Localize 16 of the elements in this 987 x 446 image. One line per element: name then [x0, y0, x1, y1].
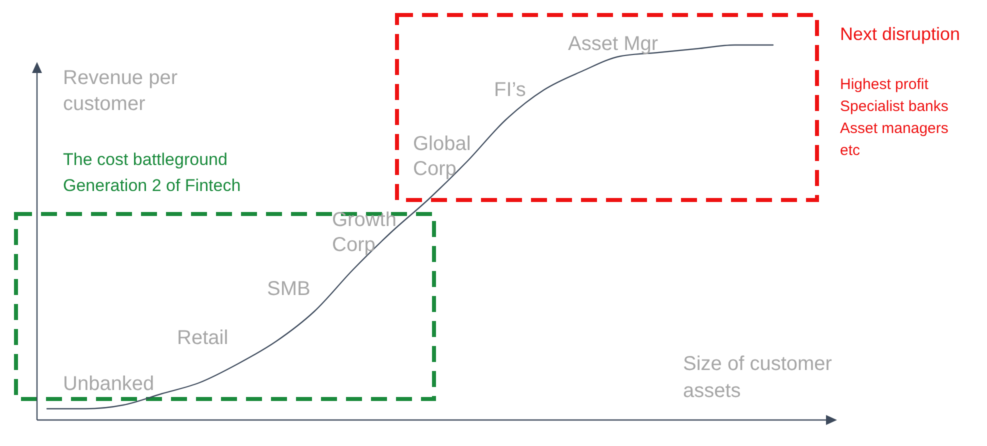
text: Highest profit: [840, 76, 930, 93]
text: Asset managers: [840, 120, 948, 137]
y-axis-title: Revenue per customer: [63, 67, 178, 115]
annotation: The cost battleground: [63, 150, 228, 169]
annotation: Asset Mgr: [568, 33, 658, 55]
annotation: Unbanked: [63, 373, 154, 395]
text: etc: [840, 142, 861, 159]
annotation: Generation 2 of Fintech: [63, 176, 241, 195]
x-axis-title: Size of customer assets: [683, 353, 832, 402]
text: Next disruption: [840, 24, 960, 44]
annotation: Growth Corp: [332, 209, 396, 256]
text: Specialist banks: [840, 98, 948, 115]
annotation: SMB: [267, 278, 310, 300]
annotation: Retail: [177, 327, 228, 349]
annotation: FI’s: [494, 79, 526, 101]
annotation: Global Corp: [413, 133, 471, 180]
